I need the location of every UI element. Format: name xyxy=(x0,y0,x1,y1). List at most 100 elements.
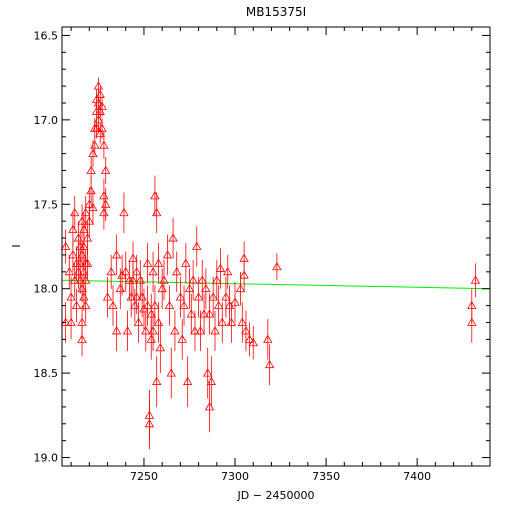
x-tick-label: 7250 xyxy=(130,470,158,483)
data-point xyxy=(102,276,113,318)
data-point xyxy=(197,260,207,301)
data-point xyxy=(170,310,180,352)
data-point xyxy=(153,243,164,284)
triangle-marker xyxy=(272,261,282,271)
data-point xyxy=(122,310,133,352)
data-point xyxy=(101,157,111,185)
data-point xyxy=(82,246,93,281)
data-point xyxy=(223,254,233,289)
data-point xyxy=(66,305,76,340)
triangle-marker xyxy=(182,376,193,385)
triangle-marker xyxy=(80,207,91,217)
data-point xyxy=(121,251,131,293)
triangle-marker xyxy=(142,258,153,267)
data-point xyxy=(199,293,209,335)
triangle-marker xyxy=(86,165,96,174)
triangle-marker xyxy=(131,292,142,301)
data-point xyxy=(184,268,195,309)
data-point xyxy=(230,281,240,323)
data-point xyxy=(264,344,275,385)
data-point xyxy=(144,398,155,450)
triangle-marker xyxy=(181,258,191,267)
triangle-marker xyxy=(164,300,175,309)
triangle-marker xyxy=(90,140,100,149)
data-point xyxy=(141,310,151,352)
data-point xyxy=(119,192,129,233)
triangle-marker xyxy=(195,326,206,335)
data-point xyxy=(150,285,160,326)
data-point xyxy=(148,251,158,293)
triangle-marker xyxy=(172,267,182,276)
triangle-marker xyxy=(226,317,237,326)
data-point xyxy=(164,285,175,326)
triangle-marker xyxy=(241,326,251,335)
triangle-marker xyxy=(101,165,111,174)
triangle-marker xyxy=(111,326,122,335)
triangle-marker xyxy=(131,267,142,276)
triangle-marker xyxy=(142,300,153,309)
data-point xyxy=(71,288,82,323)
data-point xyxy=(111,310,122,352)
data-point xyxy=(97,96,107,117)
x-axis-label: JD − 2450000 xyxy=(237,489,315,502)
y-tick-label: 17.0 xyxy=(34,114,59,127)
triangle-marker xyxy=(88,202,98,212)
data-point xyxy=(168,217,178,259)
triangle-marker xyxy=(467,317,477,326)
data-point xyxy=(95,86,105,103)
plot-frame xyxy=(61,26,491,467)
triangle-marker xyxy=(60,241,71,250)
data-point xyxy=(79,232,89,261)
triangle-marker xyxy=(223,267,233,276)
triangle-marker xyxy=(64,267,74,276)
triangle-marker xyxy=(206,376,217,385)
triangle-marker xyxy=(97,101,107,110)
data-point xyxy=(64,254,74,289)
triangle-marker xyxy=(95,89,105,98)
data-point xyxy=(148,310,158,352)
triangle-marker xyxy=(193,292,204,301)
data-point xyxy=(467,302,477,343)
triangle-marker xyxy=(264,359,275,369)
data-point xyxy=(272,253,282,281)
triangle-marker xyxy=(192,241,202,250)
triangle-marker xyxy=(153,317,164,326)
x-tick-label: 7400 xyxy=(403,470,431,483)
triangle-marker xyxy=(197,275,207,284)
triangle-marker xyxy=(166,368,176,377)
triangle-marker xyxy=(108,300,118,309)
data-point xyxy=(128,263,138,298)
data-point xyxy=(210,310,220,352)
triangle-marker xyxy=(175,292,186,301)
triangle-marker xyxy=(80,300,91,309)
y-tick-label: 16.5 xyxy=(34,29,59,42)
data-point xyxy=(90,135,100,156)
data-point xyxy=(244,322,255,357)
triangle-marker xyxy=(106,267,116,276)
data-point xyxy=(155,322,166,374)
triangle-marker xyxy=(84,216,95,225)
chart-title: MB15375I xyxy=(246,5,306,19)
triangle-marker xyxy=(144,418,155,428)
triangle-marker xyxy=(121,267,131,276)
y-tick-label: 18.0 xyxy=(34,283,59,296)
triangle-marker xyxy=(79,241,89,250)
data-point xyxy=(221,276,231,318)
data-point xyxy=(215,248,226,289)
triangle-marker xyxy=(119,207,129,217)
data-point xyxy=(97,118,107,139)
triangle-marker xyxy=(150,300,160,309)
points-layer xyxy=(60,77,481,450)
data-point xyxy=(159,260,169,301)
triangle-marker xyxy=(128,275,138,284)
triangle-marker xyxy=(162,250,173,259)
data-point xyxy=(248,325,258,360)
x-tick-label: 7350 xyxy=(312,470,340,483)
triangle-marker xyxy=(210,326,220,335)
data-point xyxy=(237,302,247,343)
triangle-marker xyxy=(93,81,104,90)
y-tick-label: 19.0 xyxy=(34,452,59,465)
triangle-marker xyxy=(122,326,133,335)
data-point xyxy=(142,243,153,284)
triangle-marker xyxy=(66,317,76,326)
